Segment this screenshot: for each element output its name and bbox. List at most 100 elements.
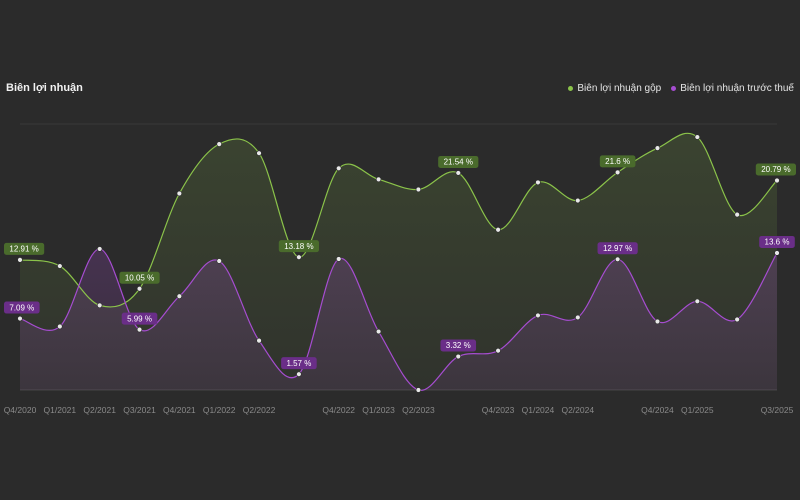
point-gross-10[interactable] <box>415 186 422 193</box>
point-gross-19[interactable] <box>774 177 780 184</box>
point-gross-4[interactable] <box>176 190 183 197</box>
data-label-text-gross-11: 21.54 % <box>444 158 473 167</box>
point-pretax-0[interactable] <box>17 315 23 322</box>
point-gross-7[interactable] <box>296 254 302 260</box>
point-pretax-19[interactable] <box>774 250 780 256</box>
point-gross-14[interactable] <box>575 197 581 204</box>
data-label-text-gross-7: 13.18 % <box>284 242 313 251</box>
point-gross-9[interactable] <box>375 176 382 183</box>
data-label-gross-19: 20.79 % <box>755 163 796 176</box>
data-label-bg-pretax-3 <box>121 312 158 325</box>
point-pretax-4[interactable] <box>176 293 183 299</box>
data-label-text-gross-15: 21.6 % <box>605 157 630 166</box>
point-gross-5[interactable] <box>216 141 222 147</box>
point-gross-6[interactable] <box>256 150 262 156</box>
legend: Biên lợi nhuận gộp Biên lợi nhuận trước … <box>568 83 794 94</box>
data-label-gross-15: 21.6 % <box>599 155 636 168</box>
point-gross-0[interactable] <box>17 257 23 263</box>
x-tick-label-12: Q4/2023 <box>482 405 515 415</box>
data-label-pretax-11: 3.32 % <box>440 339 477 352</box>
x-tick-label-19: Q3/2025 <box>761 405 794 415</box>
data-label-gross-0: 12.91 % <box>4 242 45 255</box>
point-pretax-7[interactable] <box>296 371 302 377</box>
data-label-text-gross-0: 12.91 % <box>9 245 38 254</box>
legend-dot-gross <box>568 86 574 91</box>
data-label-pretax-3: 5.99 % <box>121 312 158 325</box>
data-label-text-pretax-3: 5.99 % <box>127 314 152 323</box>
point-pretax-2[interactable] <box>96 246 103 252</box>
point-pretax-16[interactable] <box>654 318 661 325</box>
x-tick-label-10: Q2/2023 <box>402 405 435 415</box>
data-label-gross-11: 21.54 % <box>438 155 479 168</box>
point-pretax-17[interactable] <box>694 298 701 305</box>
point-pretax-12[interactable] <box>495 348 501 354</box>
data-label-text-pretax-7: 1.57 % <box>286 359 311 368</box>
point-gross-18[interactable] <box>734 211 740 218</box>
point-pretax-10[interactable] <box>415 387 422 393</box>
legend-dot-pretax <box>671 86 677 91</box>
data-label-pretax-19: 13.6 % <box>759 235 795 248</box>
data-label-gross-3: 10.05 % <box>119 271 160 284</box>
point-gross-2[interactable] <box>96 302 103 309</box>
point-pretax-8[interactable] <box>336 256 342 262</box>
data-label-bg-gross-11 <box>438 155 479 168</box>
x-tick-label-8: Q4/2022 <box>322 405 355 415</box>
chart-title: Biên lợi nhuận <box>6 82 83 94</box>
point-gross-16[interactable] <box>654 145 661 151</box>
data-label-pretax-7: 1.57 % <box>281 357 317 370</box>
point-gross-3[interactable] <box>136 286 143 292</box>
point-gross-8[interactable] <box>336 165 342 172</box>
point-pretax-3[interactable] <box>136 326 143 333</box>
data-label-bg-pretax-7 <box>281 357 317 370</box>
x-tick-label-4: Q4/2021 <box>163 405 196 415</box>
x-tick-label-1: Q1/2021 <box>44 405 77 415</box>
data-label-pretax-0: 7.09 % <box>4 301 40 314</box>
data-label-bg-pretax-0 <box>4 301 40 314</box>
data-label-text-pretax-19: 13.6 % <box>765 238 790 247</box>
legend-item-pretax[interactable]: Biên lợi nhuận trước thuế <box>671 83 794 94</box>
x-tick-label-0: Q4/2020 <box>4 405 37 415</box>
x-tick-label-6: Q2/2022 <box>243 405 276 415</box>
point-gross-11[interactable] <box>455 170 461 176</box>
point-gross-12[interactable] <box>495 227 501 233</box>
data-label-text-pretax-11: 3.32 % <box>446 341 471 350</box>
data-label-bg-gross-0 <box>4 242 45 255</box>
point-gross-13[interactable] <box>535 179 541 186</box>
legend-label-pretax: Biên lợi nhuận trước thuế <box>680 83 794 94</box>
x-tick-label-17: Q1/2025 <box>681 405 714 415</box>
data-label-text-pretax-0: 7.09 % <box>9 303 34 312</box>
data-label-bg-pretax-19 <box>759 235 795 248</box>
legend-label-gross: Biên lợi nhuận gộp <box>577 83 662 94</box>
point-pretax-6[interactable] <box>256 337 262 344</box>
data-label-text-gross-3: 10.05 % <box>125 273 154 282</box>
point-pretax-11[interactable] <box>455 353 461 360</box>
data-label-text-gross-19: 20.79 % <box>761 165 790 174</box>
point-pretax-1[interactable] <box>57 323 63 330</box>
point-gross-17[interactable] <box>694 134 701 140</box>
data-label-bg-pretax-11 <box>440 339 477 352</box>
point-pretax-14[interactable] <box>575 314 581 321</box>
data-label-bg-pretax-15 <box>597 242 638 255</box>
data-label-gross-7: 13.18 % <box>278 240 319 253</box>
point-pretax-9[interactable] <box>375 328 382 335</box>
x-tick-label-2: Q2/2021 <box>83 405 116 415</box>
x-tick-label-16: Q4/2024 <box>641 405 674 415</box>
data-label-bg-gross-15 <box>599 155 636 168</box>
point-pretax-5[interactable] <box>216 258 222 264</box>
x-tick-label-14: Q2/2024 <box>561 405 594 415</box>
point-gross-15[interactable] <box>614 169 621 176</box>
data-label-bg-gross-3 <box>119 271 160 284</box>
data-label-bg-gross-7 <box>278 240 319 253</box>
point-pretax-13[interactable] <box>535 312 541 319</box>
area-pretax <box>20 248 777 391</box>
legend-item-gross[interactable]: Biên lợi nhuận gộp <box>568 83 661 94</box>
point-pretax-15[interactable] <box>614 256 621 263</box>
point-pretax-18[interactable] <box>734 316 740 323</box>
data-label-bg-gross-19 <box>755 163 796 176</box>
data-label-pretax-15: 12.97 % <box>597 242 638 255</box>
data-label-text-pretax-15: 12.97 % <box>603 244 632 253</box>
point-gross-1[interactable] <box>57 263 63 269</box>
x-tick-label-13: Q1/2024 <box>522 405 555 415</box>
x-tick-label-9: Q1/2023 <box>362 405 395 415</box>
